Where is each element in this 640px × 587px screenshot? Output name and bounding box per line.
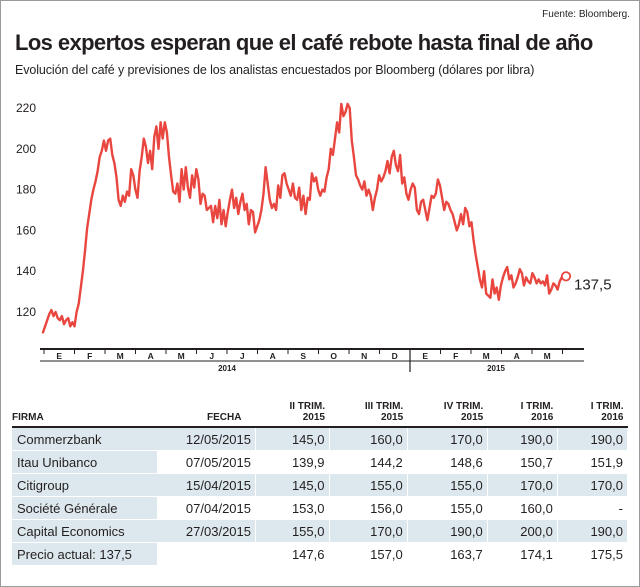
x-month-label: D bbox=[392, 351, 398, 361]
cell-forecast: 155,0 bbox=[255, 519, 330, 543]
cell-forecast: 155,0 bbox=[329, 473, 408, 497]
y-tick-label: 220 bbox=[16, 101, 36, 115]
x-month-label: A bbox=[514, 351, 520, 361]
y-tick-label: 200 bbox=[16, 142, 36, 156]
cell-forecast: 160,0 bbox=[329, 427, 408, 451]
x-month-label: J bbox=[240, 351, 245, 361]
cell-forecast: 151,9 bbox=[557, 450, 629, 474]
last-value-marker bbox=[560, 271, 572, 282]
table-row: Société Générale 07/04/2015 153,0 156,0 155,… bbox=[12, 496, 629, 520]
x-month-label: F bbox=[87, 351, 92, 361]
x-month-label: J bbox=[209, 351, 214, 361]
cell-firm: Itau Unibanco bbox=[12, 450, 157, 474]
cell-firm: Société Générale bbox=[12, 496, 157, 520]
cell-forecast: 157,0 bbox=[329, 542, 408, 566]
cell-firm: Capital Economics bbox=[12, 519, 157, 543]
table-row: Itau Unibanco 07/05/2015 139,9 144,2 148,6 15… bbox=[12, 450, 629, 474]
cell-forecast: 170,0 bbox=[557, 473, 629, 497]
cell-firm: Citigroup bbox=[12, 473, 157, 497]
x-month-label: A bbox=[270, 351, 276, 361]
y-tick-label: 120 bbox=[16, 305, 36, 319]
cell-forecast: 150,7 bbox=[487, 450, 558, 474]
x-axis-line bbox=[40, 348, 584, 350]
cell-forecast: 145,0 bbox=[255, 473, 330, 497]
table-row: Precio actual: 137,5 147,6 157,0 163,7 174,1… bbox=[12, 542, 629, 566]
cell-forecast: 155,0 bbox=[407, 496, 488, 520]
cell-firm: Commerzbank bbox=[12, 427, 157, 451]
cell-forecast: 174,1 bbox=[487, 542, 558, 566]
header-q2: III TRIM. 2015 bbox=[329, 401, 408, 428]
cell-forecast: 148,6 bbox=[407, 450, 488, 474]
x-month-label: M bbox=[178, 351, 185, 361]
cell-forecast: 190,0 bbox=[557, 519, 629, 543]
coffee-price-chart: 120 140 160 180 200 220 E F M A M J J A S O N D E F M A M 2014 2… bbox=[16, 101, 612, 373]
header-q4: I TRIM. 2016 bbox=[487, 401, 558, 428]
forecast-table: FIRMA FECHA II TRIM. 2015 III TRIM. 2015 I… bbox=[12, 401, 629, 566]
cell-date bbox=[157, 542, 256, 566]
source-note: Fuente: Bloomberg. bbox=[542, 9, 630, 20]
x-month-label: A bbox=[148, 351, 154, 361]
x-month-label: E bbox=[56, 351, 62, 361]
cell-forecast: - bbox=[557, 496, 629, 520]
x-month-label: M bbox=[117, 351, 124, 361]
cell-forecast: 160,0 bbox=[487, 496, 558, 520]
cell-forecast: 163,7 bbox=[407, 542, 488, 566]
cell-forecast: 190,0 bbox=[487, 427, 558, 451]
table-header-row: FIRMA FECHA II TRIM. 2015 III TRIM. 2015 I… bbox=[12, 401, 628, 428]
cell-forecast: 145,0 bbox=[255, 427, 330, 451]
cell-forecast: 156,0 bbox=[329, 496, 408, 520]
cell-forecast: 139,9 bbox=[255, 450, 330, 474]
cell-forecast: 153,0 bbox=[255, 496, 330, 520]
header-firm: FIRMA bbox=[12, 401, 157, 428]
last-value-label: 137,5 bbox=[574, 276, 612, 293]
cell-firm: Precio actual: 137,5 bbox=[12, 542, 157, 566]
cell-forecast: 200,0 bbox=[487, 519, 558, 543]
y-tick-label: 160 bbox=[16, 223, 36, 237]
cell-date: 07/05/2015 bbox=[157, 450, 256, 474]
x-month-label: F bbox=[453, 351, 458, 361]
x-month-label: M bbox=[544, 351, 551, 361]
chart-subtitle: Evolución del café y previsiones de los … bbox=[15, 63, 535, 77]
price-line bbox=[41, 102, 568, 334]
table-row: Commerzbank 12/05/2015 145,0 160,0 170,0 190,… bbox=[12, 427, 629, 451]
cell-forecast: 190,0 bbox=[407, 519, 488, 543]
header-date: FECHA bbox=[157, 401, 256, 428]
header-q1: II TRIM. 2015 bbox=[255, 401, 329, 428]
year-label-2014: 2014 bbox=[218, 364, 236, 373]
y-tick-label: 140 bbox=[16, 264, 36, 278]
chart-title: Los expertos esperan que el café rebote … bbox=[15, 30, 593, 55]
table-row: Citigroup 15/04/2015 145,0 155,0 155,0 170,0 1… bbox=[12, 473, 629, 497]
year-label-2015: 2015 bbox=[487, 364, 505, 373]
cell-date: 12/05/2015 bbox=[157, 427, 256, 451]
cell-forecast: 144,2 bbox=[329, 450, 408, 474]
cell-date: 27/03/2015 bbox=[157, 519, 256, 543]
cell-forecast: 170,0 bbox=[407, 427, 488, 451]
x-month-label: S bbox=[300, 351, 306, 361]
cell-forecast: 170,0 bbox=[487, 473, 558, 497]
x-month-label: N bbox=[361, 351, 367, 361]
y-tick-label: 180 bbox=[16, 183, 36, 197]
cell-date: 07/04/2015 bbox=[157, 496, 256, 520]
x-month-label: E bbox=[422, 351, 428, 361]
cell-forecast: 155,0 bbox=[407, 473, 488, 497]
x-month-label: M bbox=[483, 351, 490, 361]
cell-forecast: 190,0 bbox=[557, 427, 629, 451]
table-row: Capital Economics 27/03/2015 155,0 170,0 190… bbox=[12, 519, 629, 543]
x-month-label: O bbox=[330, 351, 337, 361]
cell-forecast: 147,6 bbox=[255, 542, 330, 566]
header-q3: IV TRIM. 2015 bbox=[407, 401, 488, 428]
header-q5: I TRIM. 2016 bbox=[557, 401, 628, 428]
cell-forecast: 170,0 bbox=[329, 519, 408, 543]
cell-forecast: 175,5 bbox=[557, 542, 629, 566]
cell-date: 15/04/2015 bbox=[157, 473, 256, 497]
